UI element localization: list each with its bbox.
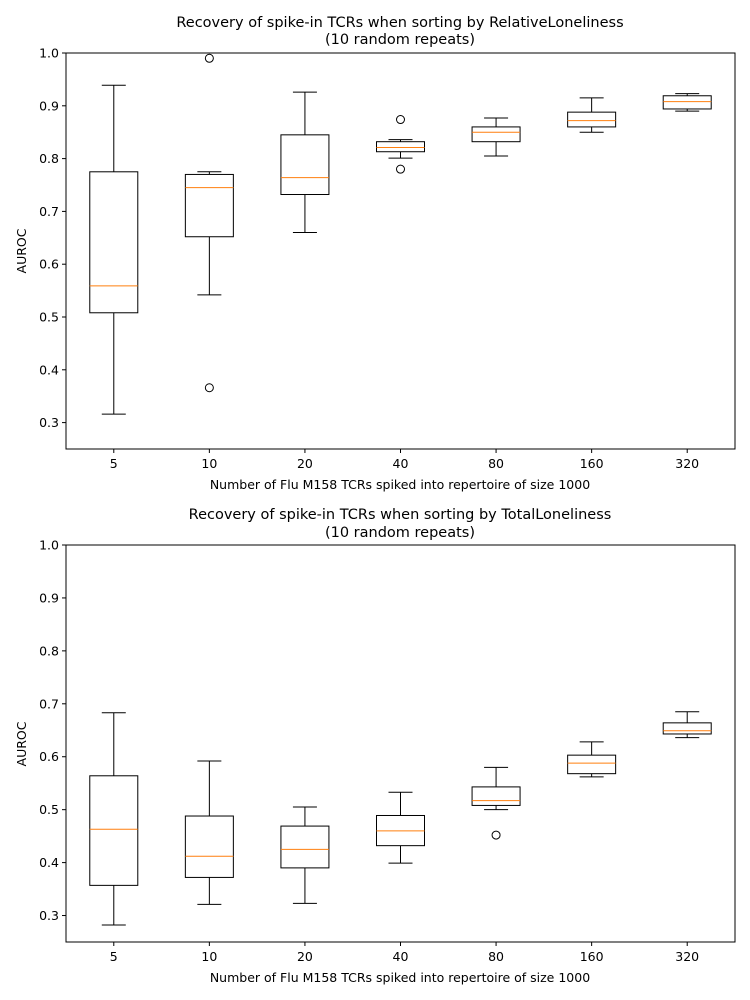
x-tick-label: 10 — [201, 949, 217, 964]
x-axis-label: Number of Flu M158 TCRs spiked into repe… — [210, 477, 590, 492]
box-10 — [184, 760, 234, 905]
x-tick-label: 320 — [675, 949, 699, 964]
chart-title-line-2: (10 random repeats) — [325, 525, 475, 541]
box-iqr — [471, 126, 521, 143]
outlier-point — [491, 830, 501, 840]
box-10 — [184, 53, 234, 393]
y-tick-label: 0.5 — [39, 802, 59, 817]
y-tick-label: 1.0 — [39, 538, 59, 553]
x-tick-label: 320 — [675, 456, 699, 471]
y-tick-label: 0.9 — [39, 590, 59, 605]
y-tick-label: 0.5 — [39, 310, 59, 325]
y-tick-label: 0.7 — [39, 696, 59, 711]
chart-title-line-1: Recovery of spike-in TCRs when sorting b… — [189, 507, 612, 523]
y-tick-label: 0.6 — [39, 749, 59, 764]
y-tick-label: 0.7 — [39, 204, 59, 219]
chart-total-loneliness: Recovery of spike-in TCRs when sorting b… — [14, 507, 736, 985]
x-tick-label: 20 — [297, 456, 313, 471]
y-axis-label: AUROC — [14, 228, 29, 273]
box-iqr — [280, 134, 330, 196]
x-tick-label: 5 — [110, 949, 118, 964]
box-320 — [662, 711, 712, 739]
box-5 — [89, 84, 139, 415]
chart-title-line-1: Recovery of spike-in TCRs when sorting b… — [176, 15, 623, 31]
box-5 — [89, 712, 139, 926]
x-tick-label: 160 — [580, 949, 604, 964]
box-20 — [280, 806, 330, 904]
y-tick-label: 0.8 — [39, 643, 59, 658]
y-tick-label: 0.4 — [39, 855, 59, 870]
outlier-point — [204, 53, 214, 63]
chart-title-line-2: (10 random repeats) — [325, 32, 475, 48]
box-80 — [471, 117, 521, 157]
y-tick-label: 0.4 — [39, 362, 59, 377]
axes-frame — [65, 52, 736, 450]
box-320 — [662, 93, 712, 112]
x-tick-label: 5 — [110, 456, 118, 471]
axes-frame — [65, 544, 736, 943]
plot-area: 0.3 0.4 0.5 0.6 0.7 0.8 0.9 1.0 5 10 20 40 80 160 320 — [39, 46, 736, 471]
box-iqr — [662, 722, 712, 735]
box-iqr — [376, 141, 425, 153]
box-20 — [280, 91, 330, 234]
box-iqr — [567, 111, 617, 128]
outlier-point — [204, 383, 214, 393]
x-tick-label: 40 — [393, 949, 409, 964]
y-axis-label: AUROC — [14, 721, 29, 766]
y-tick-label: 0.9 — [39, 98, 59, 113]
y-tick-label: 0.3 — [39, 908, 59, 923]
box-iqr — [89, 775, 139, 886]
outlier-point — [396, 115, 405, 125]
outlier-point — [396, 164, 405, 174]
box-160 — [567, 97, 617, 133]
x-tick-label: 80 — [488, 456, 504, 471]
x-tick-label: 160 — [580, 456, 604, 471]
plot-area: 0.3 0.4 0.5 0.6 0.7 0.8 0.9 1.0 5 10 20 40 80 160 320 — [39, 538, 736, 964]
x-tick-label: 20 — [297, 949, 313, 964]
box-iqr — [184, 815, 234, 878]
y-tick-label: 1.0 — [39, 46, 59, 61]
x-tick-label: 80 — [488, 949, 504, 964]
box-iqr — [89, 171, 139, 314]
x-axis-label: Number of Flu M158 TCRs spiked into repe… — [210, 970, 590, 985]
box-iqr — [471, 786, 521, 806]
box-iqr — [662, 95, 712, 110]
box-40 — [376, 791, 425, 864]
box-iqr — [280, 825, 330, 869]
y-tick-label: 0.3 — [39, 415, 59, 430]
y-tick-label: 0.6 — [39, 257, 59, 272]
box-80 — [471, 766, 521, 840]
x-tick-label: 10 — [201, 456, 217, 471]
box-40 — [376, 115, 425, 174]
y-tick-label: 0.8 — [39, 151, 59, 166]
box-iqr — [567, 754, 617, 775]
chart-relative-loneliness: Recovery of spike-in TCRs when sorting b… — [14, 15, 736, 492]
box-160 — [567, 741, 617, 778]
box-iqr — [184, 173, 234, 238]
x-tick-label: 40 — [393, 456, 409, 471]
